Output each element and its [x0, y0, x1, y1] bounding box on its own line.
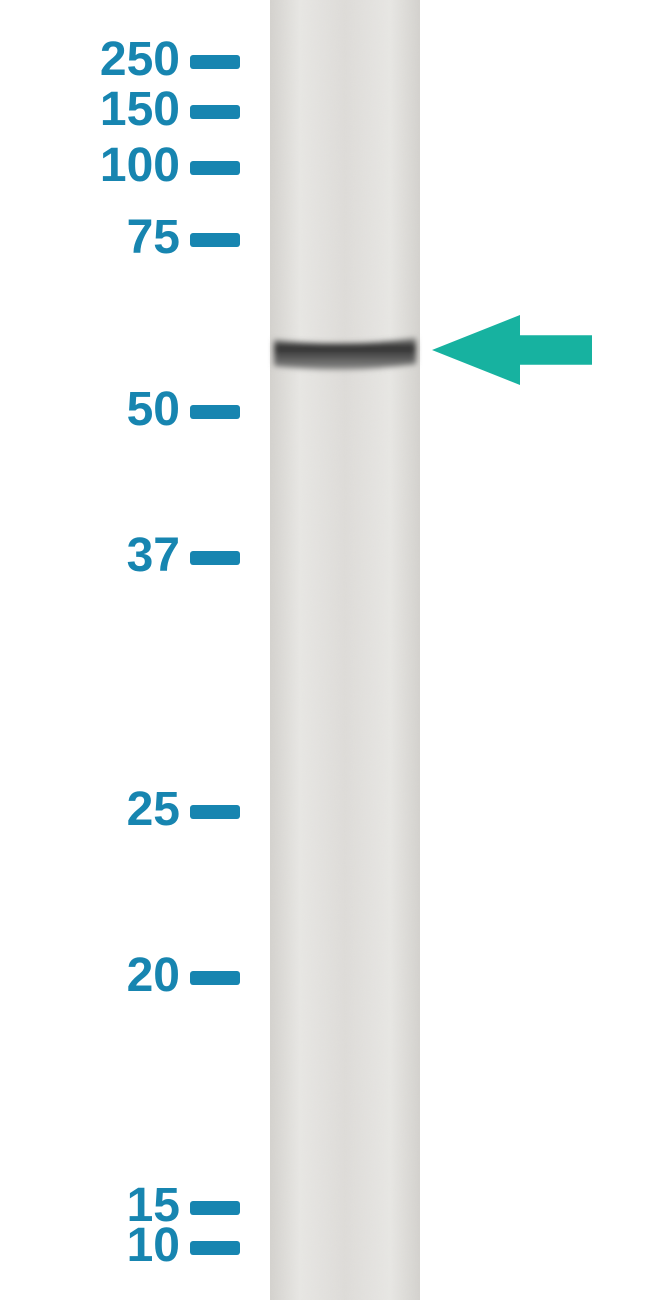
mw-marker-tick — [190, 55, 240, 69]
mw-marker-label: 37 — [10, 532, 180, 580]
mw-marker-tick — [190, 1201, 240, 1215]
mw-marker-label: 20 — [10, 952, 180, 1000]
mw-marker-tick — [190, 805, 240, 819]
mw-marker-label: 250 — [10, 36, 180, 84]
mw-marker-label: 50 — [10, 386, 180, 434]
mw-marker-tick — [190, 105, 240, 119]
mw-marker-label: 150 — [10, 86, 180, 134]
mw-marker-tick — [190, 233, 240, 247]
western-blot-figure: 25015010075503725201510 — [0, 0, 650, 1300]
mw-marker-label: 25 — [10, 786, 180, 834]
mw-marker-tick — [190, 405, 240, 419]
gel-lane — [0, 0, 650, 1300]
mw-marker-label: 10 — [10, 1222, 180, 1270]
mw-marker-tick — [190, 971, 240, 985]
mw-marker-tick — [190, 161, 240, 175]
mw-marker-label: 75 — [10, 214, 180, 262]
mw-marker-tick — [190, 551, 240, 565]
mw-marker-tick — [190, 1241, 240, 1255]
band-indicator-arrow — [432, 315, 592, 385]
mw-marker-label: 100 — [10, 142, 180, 190]
